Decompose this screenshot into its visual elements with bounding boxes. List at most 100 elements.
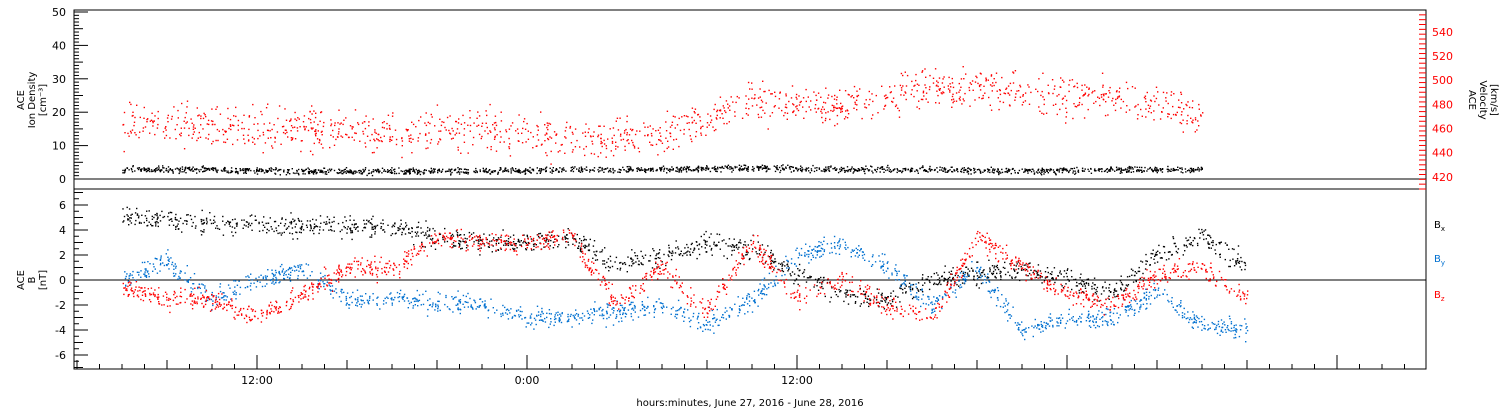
density-point [1041,167,1043,169]
density-point [203,167,205,169]
density-point [902,168,904,170]
bx-point [956,284,958,286]
bx-point [937,274,939,276]
density-point [413,170,416,173]
bx-point [205,219,208,221]
by-point [159,270,161,272]
bx-point [210,222,213,225]
density-point [363,170,365,172]
density-point [206,168,209,171]
density-point [672,168,674,170]
velocity-point [492,124,494,126]
density-point [458,171,460,173]
density-point [1094,168,1096,170]
velocity-point [508,128,511,130]
density-point [874,169,876,171]
bx-point [1228,248,1230,250]
density-point [392,169,395,171]
velocity-point [827,94,830,96]
bx-point [1162,245,1165,248]
density-point [1040,169,1042,171]
velocity-point [840,102,842,105]
density-point [601,167,603,169]
velocity-point [139,116,141,119]
bx-point [881,300,883,302]
velocity-point [235,115,237,118]
velocity-point [774,95,777,98]
bx-point [1084,285,1086,287]
velocity-point [357,122,359,124]
density-point [1033,170,1035,172]
bx-point [136,207,138,210]
velocity-point [723,107,725,109]
velocity-point [254,143,256,145]
velocity-point [605,145,607,147]
by-point [1096,325,1099,327]
bx-point [900,287,902,290]
bx-point [236,222,238,224]
velocity-point [452,137,454,139]
velocity-point [659,132,661,134]
density-point [1043,170,1045,173]
by-point [172,272,175,275]
density-point [186,167,189,170]
density-point [969,168,971,170]
velocity-point [856,95,858,98]
bx-point [343,225,345,228]
velocity-point [699,116,701,118]
bx-point [300,220,303,222]
by-point [367,302,369,304]
bx-point [305,224,308,226]
velocity-point [292,126,294,129]
velocity-point [451,127,453,130]
density-point [644,169,646,172]
velocity-point [1005,88,1007,90]
bx-point [636,257,639,260]
bx-point [603,263,606,265]
density-point [381,167,384,169]
velocity-point [1134,106,1136,108]
by-point [366,299,369,301]
density-point [136,167,139,169]
velocity-point [198,131,200,134]
velocity-point [1191,107,1194,109]
bx-point [1152,249,1154,251]
density-point [350,170,352,172]
bx-point [480,239,482,242]
velocity-point [751,105,754,107]
bx-point [579,248,582,251]
velocity-point [644,134,646,137]
density-point [313,170,315,172]
bx-point [1214,249,1216,251]
velocity-point [192,133,194,135]
density-point [551,169,553,171]
density-point [1132,171,1135,173]
density-point [1126,169,1128,171]
bx-point [572,237,574,239]
density-point [812,164,814,167]
density-point [700,168,703,171]
density-point [585,166,588,168]
density-point [287,169,290,172]
velocity-point [1041,112,1043,114]
bx-point [586,245,588,248]
density-point [888,170,891,173]
velocity-point [218,130,220,132]
velocity-point [290,139,293,141]
bx-point [993,265,996,267]
velocity-point [320,111,322,114]
velocity-point [1065,116,1067,118]
velocity-point [628,142,630,145]
bx-point [668,255,670,258]
bx-point [845,296,847,298]
velocity-point [667,146,670,148]
density-point [231,170,234,173]
density-point [580,166,583,168]
density-point [364,167,367,169]
bx-point [996,267,999,269]
bx-point [640,250,642,253]
velocity-point [455,132,458,134]
velocity-point [885,94,887,96]
density-point [409,170,411,172]
velocity-point [516,128,519,130]
